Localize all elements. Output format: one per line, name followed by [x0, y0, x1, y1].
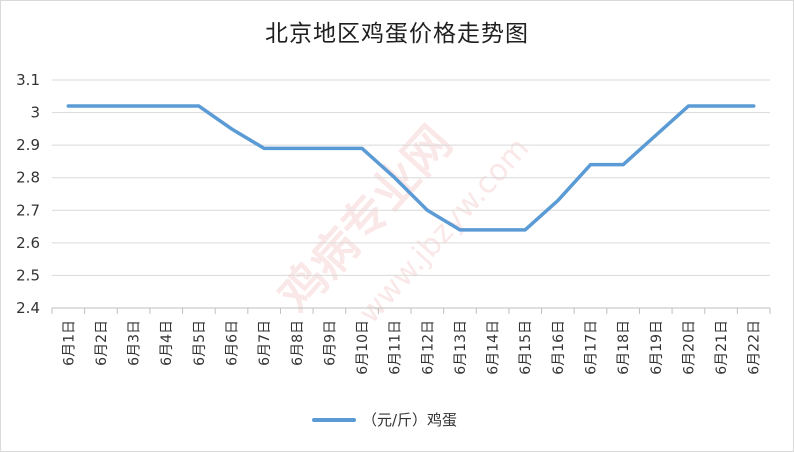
x-tick-label: 6月2日: [94, 320, 110, 366]
x-tick-label: 6月17日: [584, 320, 600, 375]
x-tick-label: 6月10日: [355, 320, 371, 375]
x-tick-label: 6月8日: [290, 320, 306, 366]
data-point: [197, 104, 201, 108]
series-line: [66, 104, 756, 232]
data-point: [654, 133, 658, 137]
data-point: [295, 146, 299, 150]
data-point: [752, 104, 756, 108]
y-tick-label: 2.6: [16, 234, 40, 252]
data-point: [523, 228, 527, 232]
x-tick-label: 6月15日: [518, 320, 534, 375]
x-tick-label: 6月5日: [192, 320, 208, 366]
y-tick-label: 3.1: [16, 71, 40, 89]
x-tick-label: 6月20日: [681, 320, 697, 375]
x-tick-label: 6月6日: [225, 320, 241, 366]
data-point: [458, 228, 462, 232]
data-point: [132, 104, 136, 108]
data-point: [327, 146, 331, 150]
data-point: [99, 104, 103, 108]
x-tick-label: 6月18日: [616, 320, 632, 375]
x-tick-label: 6月21日: [714, 320, 730, 375]
data-point: [230, 127, 233, 131]
legend-label: （元/斤）鸡蛋: [362, 411, 457, 429]
x-tick-label: 6月22日: [747, 320, 763, 375]
legend: （元/斤）鸡蛋: [312, 411, 457, 429]
data-point: [66, 104, 70, 108]
data-point: [556, 199, 560, 203]
x-tick-label: 6月4日: [159, 320, 175, 366]
y-tick-label: 3: [30, 104, 40, 122]
series-layer: [66, 104, 756, 232]
x-tick-label: 6月11日: [388, 320, 404, 375]
x-tick-label: 6月7日: [257, 320, 273, 366]
x-tick-label: 6月12日: [420, 320, 436, 375]
x-tick-label: 6月1日: [61, 320, 77, 366]
x-tick-label: 6月19日: [649, 320, 665, 375]
y-tick-label: 2.9: [16, 136, 40, 154]
x-tick-label: 6月16日: [551, 320, 567, 375]
data-point: [262, 146, 266, 150]
data-point: [393, 176, 397, 180]
y-tick-label: 2.7: [16, 201, 40, 219]
x-tick-label: 6月14日: [486, 320, 502, 375]
data-point: [719, 104, 723, 108]
y-tick-label: 2.5: [16, 266, 40, 284]
y-axis-ticks: 2.4 2.5 2.6 2.7 2.8 2.9 3 3.1: [16, 71, 40, 317]
x-axis-ticks: 6月1日 6月2日 6月3日 6月4日 6月5日 6月6日 6月7日 6月8日 6月9日 6月10…: [51, 308, 771, 375]
data-point: [164, 104, 168, 108]
data-point: [491, 228, 495, 232]
x-tick-label: 6月13日: [453, 320, 469, 375]
chart-title: 北京地区鸡蛋价格走势图: [265, 21, 529, 47]
data-point: [425, 208, 429, 212]
data-point: [360, 146, 364, 150]
y-tick-label: 2.4: [16, 299, 40, 317]
x-tick-label: 6月9日: [322, 320, 338, 366]
data-point: [589, 163, 592, 167]
data-point: [686, 104, 690, 108]
y-tick-label: 2.8: [16, 169, 40, 187]
data-point: [621, 163, 625, 167]
x-tick-label: 6月3日: [127, 320, 143, 366]
